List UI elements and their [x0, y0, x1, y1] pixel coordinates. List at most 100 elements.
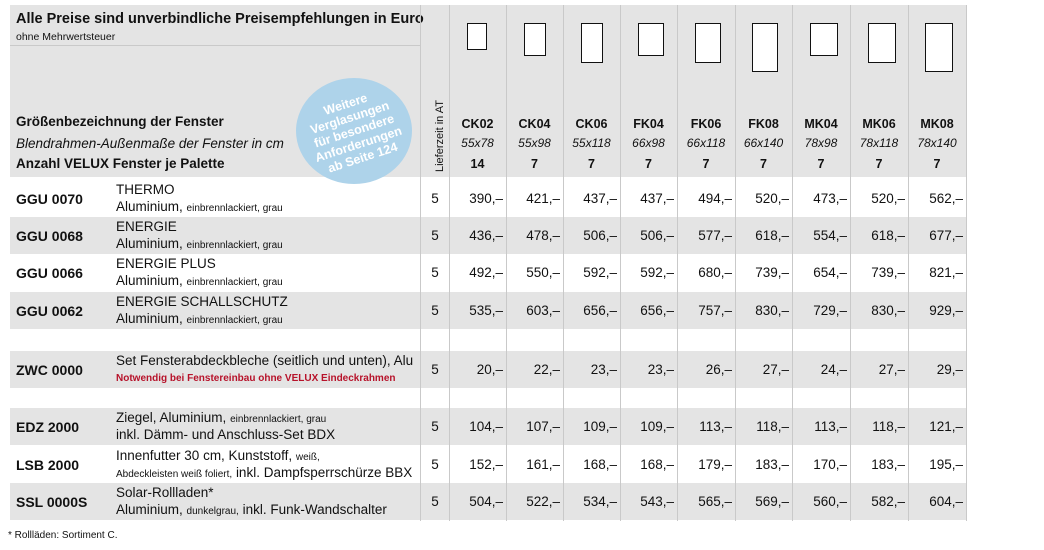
price-cell: 506,–	[640, 228, 674, 243]
price-cell: 421,–	[526, 191, 560, 206]
page-title: Alle Preise sind unverbindliche Preisemp…	[16, 11, 424, 27]
price-cell: 107,–	[526, 419, 560, 434]
size-dims: 55x118	[572, 136, 611, 150]
price-cell: 543,–	[640, 494, 674, 509]
window-shape-icon	[467, 23, 487, 50]
price-cell: 113,–	[699, 419, 732, 434]
price-cell: 562,–	[929, 191, 963, 206]
size-count: 7	[760, 157, 767, 171]
price-cell: 27,–	[878, 362, 905, 377]
price-cell: 560,–	[813, 494, 847, 509]
text-fragment: inkl. Dampfsperrschürze BBX	[235, 465, 413, 480]
text-fragment: ENERGIE PLUS	[116, 256, 216, 271]
column-divider	[850, 5, 851, 521]
product-note: Notwendig bei Fenstereinbau ohne VELUX E…	[116, 373, 396, 384]
price-cell: 565,–	[698, 494, 732, 509]
window-shape-icon	[810, 23, 838, 56]
price-cell: 929,–	[929, 303, 963, 318]
price-cell: 23,–	[647, 362, 674, 377]
text-fragment: Solar-Rollladen*	[116, 485, 214, 500]
price-cell: 569,–	[755, 494, 789, 509]
text-fragment: Set Fensterabdeckbleche (seitlich und un…	[116, 353, 414, 368]
product-detail: Aluminium, einbrennlackiert, grau	[116, 273, 283, 288]
price-cell: 183,–	[755, 457, 789, 472]
size-count: 14	[470, 157, 485, 171]
column-divider	[908, 5, 909, 521]
window-shape-icon	[524, 23, 546, 56]
column-divider	[677, 5, 678, 521]
price-cell: 677,–	[929, 228, 963, 243]
product-name: Set Fensterabdeckbleche (seitlich und un…	[116, 353, 413, 368]
price-cell: 554,–	[813, 228, 847, 243]
size-code: MK06	[862, 117, 896, 131]
price-cell: 680,–	[698, 265, 732, 280]
price-cell: 22,–	[533, 362, 560, 377]
table-row	[10, 483, 966, 520]
column-divider	[420, 5, 421, 521]
price-cell: 121,–	[929, 419, 963, 434]
size-dims: 78x98	[804, 136, 838, 150]
text-fragment: inkl. Funk-Wandschalter	[242, 502, 387, 517]
price-cell: 506,–	[583, 228, 617, 243]
text-fragment: einbrennlackiert, grau	[186, 277, 283, 288]
price-cell: 577,–	[698, 228, 732, 243]
price-cell: 161,–	[526, 457, 560, 472]
price-cell: 656,–	[583, 303, 617, 318]
price-cell: 504,–	[469, 494, 503, 509]
product-name: ENERGIE SCHALLSCHUTZ	[116, 294, 288, 309]
product-name: Solar-Rollladen*	[116, 485, 214, 500]
price-cell: 757,–	[698, 303, 732, 318]
price-cell: 118,–	[872, 419, 905, 434]
size-dims: 78x118	[859, 136, 899, 150]
price-cell: 739,–	[755, 265, 789, 280]
price-cell: 603,–	[526, 303, 560, 318]
price-cell: 656,–	[640, 303, 674, 318]
table-row	[10, 292, 966, 329]
text-fragment: Notwendig bei Fenstereinbau ohne VELUX E…	[116, 373, 396, 384]
product-code: EDZ 2000	[16, 419, 80, 435]
glazing-badge: Weitere Verglasungen für besondere Anfor…	[296, 78, 412, 184]
product-code: GGU 0068	[16, 228, 83, 244]
lead-time: 5	[431, 419, 439, 434]
window-shape-icon	[925, 23, 953, 72]
product-detail: Aluminium, einbrennlackiert, grau	[116, 236, 283, 251]
price-cell: 390,–	[469, 191, 503, 206]
price-cell: 109,–	[640, 419, 674, 434]
price-cell: 113,–	[814, 419, 847, 434]
product-code: LSB 2000	[16, 457, 80, 473]
lead-time: 5	[431, 494, 439, 509]
price-cell: 109,–	[583, 419, 617, 434]
text-fragment: ENERGIE SCHALLSCHUTZ	[116, 294, 288, 309]
lead-time: 5	[431, 362, 439, 377]
size-count: 7	[702, 157, 710, 171]
text-fragment: Aluminium,	[116, 236, 183, 251]
price-cell: 104,–	[469, 419, 503, 434]
product-detail: Aluminium, dunkelgrau, inkl. Funk-Wandsc…	[116, 502, 387, 517]
price-cell: 618,–	[755, 228, 789, 243]
price-cell: 520,–	[755, 191, 789, 206]
size-count: 7	[531, 157, 538, 171]
product-name: Ziegel, Aluminium, einbrennlackiert, gra…	[116, 410, 326, 425]
product-detail: inkl. Dämm- und Anschluss-Set BDX	[116, 427, 335, 442]
page-subtitle: ohne Mehrwertsteuer	[16, 31, 116, 43]
window-shape-icon	[868, 23, 896, 63]
price-cell: 830,–	[755, 303, 789, 318]
column-divider	[563, 5, 564, 521]
column-divider	[735, 5, 736, 521]
footnote: * Rollläden: Sortiment C.	[8, 530, 118, 541]
size-dims: 55x78	[461, 136, 494, 150]
lieferzeit-header: Lieferzeit in AT	[434, 100, 446, 172]
price-cell: 550,–	[526, 265, 560, 280]
lead-time: 5	[431, 457, 439, 472]
table-row	[10, 217, 966, 254]
price-cell: 582,–	[871, 494, 905, 509]
price-cell: 152,–	[469, 457, 503, 472]
size-count: 7	[588, 157, 595, 171]
glazing-badge-text: Weitere Verglasungen für besondere Anfor…	[308, 90, 404, 176]
price-cell: 534,–	[583, 494, 617, 509]
size-dims: 66x98	[632, 136, 665, 150]
text-fragment: einbrennlackiert, grau	[186, 315, 283, 326]
price-cell: 492,–	[469, 265, 503, 280]
price-cell: 24,–	[820, 362, 847, 377]
product-code: GGU 0062	[16, 303, 83, 319]
